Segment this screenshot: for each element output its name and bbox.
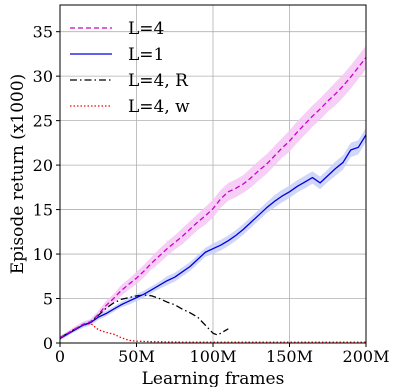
y-axis-ticks: 0 5 10 15 20 25 30 35 (33, 23, 60, 353)
y-tick-label: 10 (33, 245, 53, 264)
legend: L=4 L=1 L=4, R L=4, w (70, 19, 190, 117)
series-lines (59, 57, 367, 343)
legend-label: L=4, R (128, 71, 189, 91)
y-tick-label: 35 (33, 23, 53, 42)
y-tick-label: 25 (33, 112, 53, 131)
legend-label: L=4, w (128, 97, 190, 117)
y-tick-label: 0 (43, 334, 53, 353)
legend-label: L=4 (128, 19, 164, 39)
y-tick-label: 30 (33, 67, 53, 86)
series-line (59, 134, 367, 340)
series-line (59, 57, 367, 339)
y-tick-label: 5 (43, 290, 53, 309)
y-tick-label: 20 (33, 156, 53, 175)
series-line (59, 294, 229, 339)
x-tick-label: 200M (343, 347, 390, 366)
x-tick-label: 0 (55, 347, 65, 366)
x-tick-label: 100M (190, 347, 237, 366)
x-tick-label: 50M (118, 347, 155, 366)
x-tick-label: 150M (266, 347, 313, 366)
y-tick-label: 15 (33, 201, 53, 220)
x-axis-ticks: 0 50M 100M 150M 200M (55, 343, 390, 366)
grid-lines (59, 5, 367, 344)
y-axis-label: Episode return (x1000) (8, 74, 28, 275)
x-axis-label: Learning frames (142, 369, 285, 387)
legend-label: L=1 (128, 45, 164, 65)
